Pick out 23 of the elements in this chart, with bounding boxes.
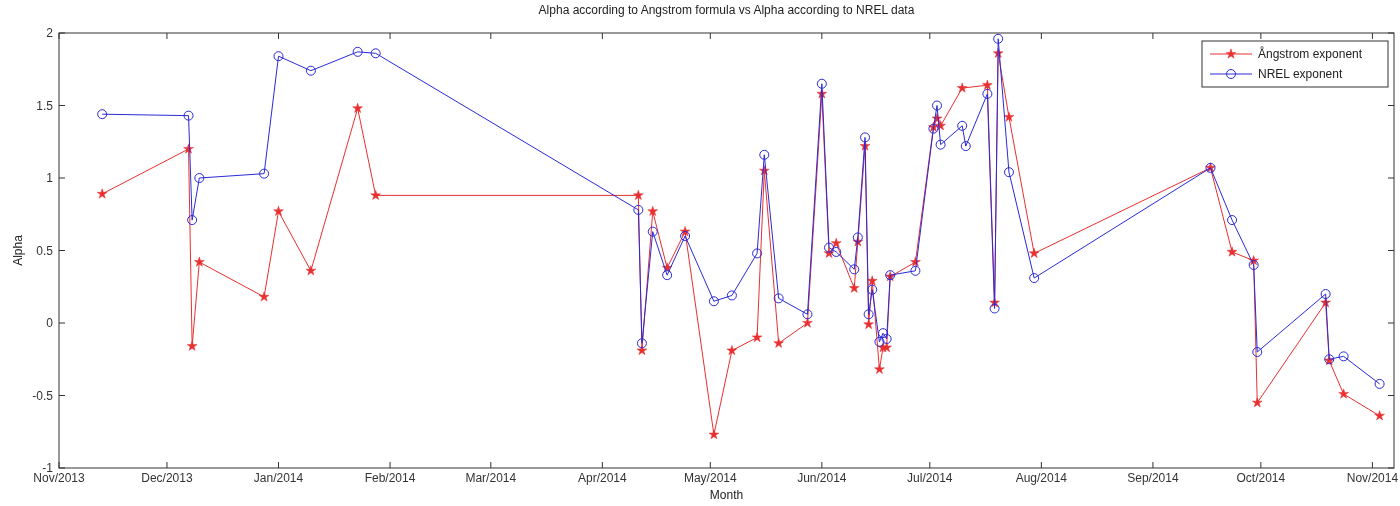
x-tick-label: Aug/2014 [1015,471,1068,485]
x-tick-label: Sep/2014 [1127,471,1179,485]
y-tick-label: 0 [46,316,54,330]
x-tick-label: Apr/2014 [578,471,628,485]
y-axis-title: Alpha [11,234,25,266]
x-tick-label: Mar/2014 [465,471,517,485]
x-axis-title: Month [709,488,744,502]
x-tick-label: Feb/2014 [364,471,416,485]
y-tick-label: 0.5 [36,243,54,258]
y-tick-label: 1.5 [36,98,54,113]
x-tick-label: Jan/2014 [253,471,304,485]
legend-label: NREL exponent [1258,67,1343,81]
x-tick-label: Dec/2013 [141,471,193,485]
x-tick-label: Jul/2014 [907,471,953,485]
y-tick-label: 2 [46,26,54,40]
y-tick-label: -0.5 [32,388,54,403]
x-tick-label: Jun/2014 [797,471,847,485]
x-tick-label: Oct/2014 [1236,471,1286,485]
x-tick-label: Nov/2014 [1346,471,1399,485]
chart-title: Alpha according to Angstrom formula vs Alpha according to NREL data [538,3,915,17]
x-tick-label: May/2014 [683,471,737,485]
legend-label: Ångstrom exponent [1258,46,1363,61]
y-tick-label: 1 [46,171,54,185]
